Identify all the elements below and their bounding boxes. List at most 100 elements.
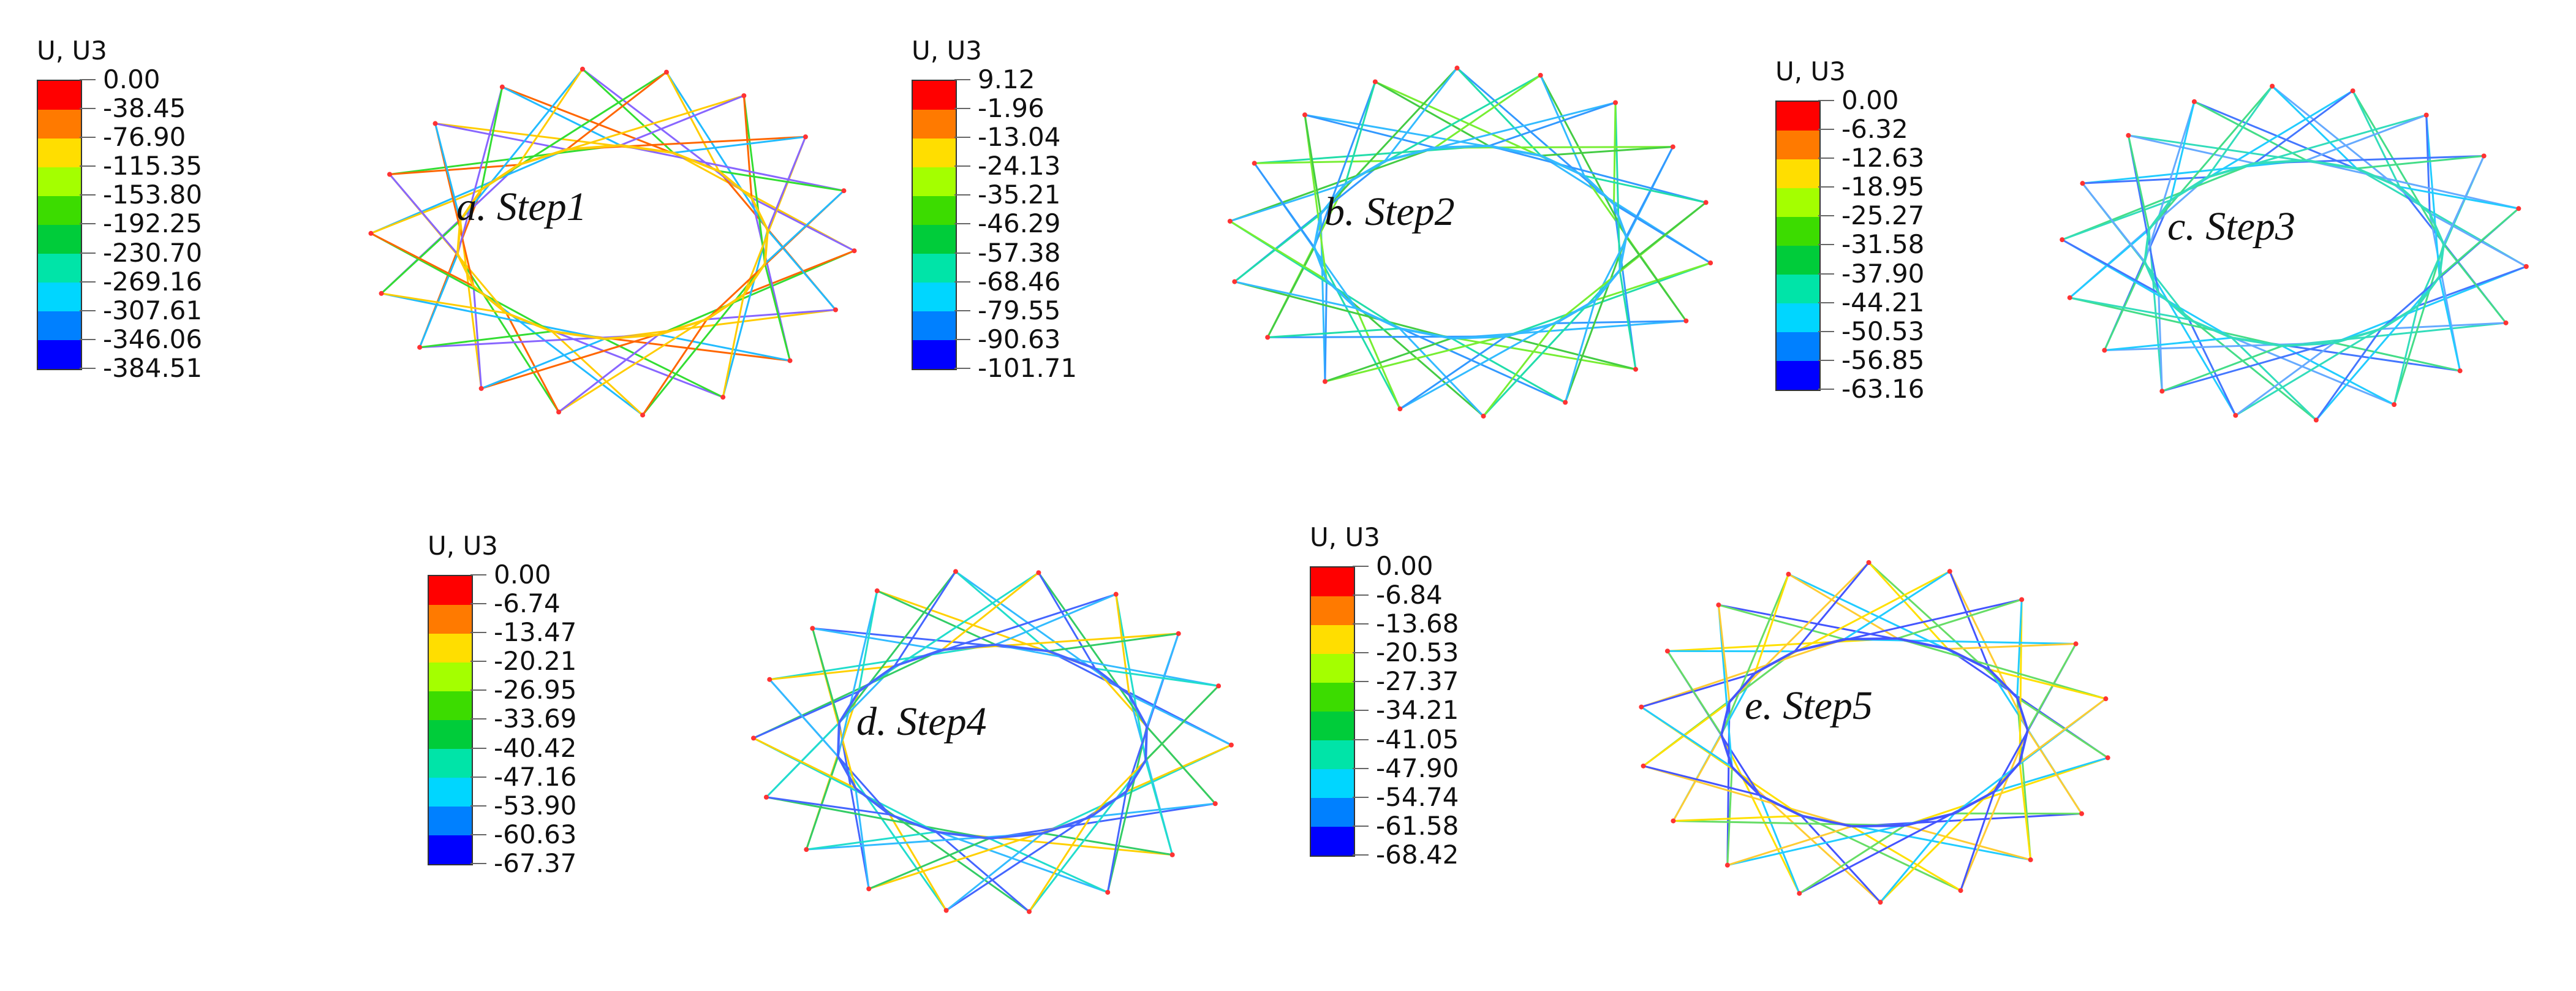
cable-member: [1564, 300, 1596, 403]
cable-member: [1897, 637, 2106, 700]
tick-label: -384.51: [103, 352, 203, 383]
color-swatch: [38, 340, 81, 369]
tick-label: -40.42: [494, 732, 577, 763]
legend-title: U, U3: [1310, 522, 1380, 552]
cable-member: [1851, 813, 2082, 827]
cable-member: [989, 837, 1108, 894]
tick-label: -61.58: [1376, 810, 1459, 841]
node: [2159, 389, 2165, 394]
cable-member: [1717, 604, 1731, 702]
node: [2313, 417, 2319, 423]
inner-ring-member: [706, 294, 745, 321]
cable-member: [418, 254, 459, 348]
inner-ring-member: [1326, 279, 1358, 309]
node: [1708, 260, 1713, 266]
color-swatch: [38, 110, 81, 139]
cable-member: [381, 292, 507, 314]
inner-ring-member: [2188, 318, 2232, 339]
cable-member: [1618, 270, 1637, 370]
inner-ring-member: [1754, 650, 1796, 675]
inner-ring-member: [750, 197, 769, 231]
inner-ring-member: [1128, 694, 1148, 727]
cable-member: [935, 831, 1030, 913]
tick-label: -307.61: [103, 295, 203, 325]
color-swatch: [1311, 798, 1354, 827]
node: [2126, 132, 2131, 138]
color-swatch: [1311, 683, 1354, 712]
cable-member: [1799, 824, 1906, 894]
cable-member: [2231, 337, 2317, 421]
cable-member: [1267, 327, 1400, 338]
cable-member: [1673, 814, 1802, 822]
cable-member: [838, 571, 957, 724]
cable-member: [1234, 213, 1321, 283]
color-bar: [1310, 566, 1355, 857]
tick-label: -230.70: [103, 237, 203, 268]
inner-ring-member: [1313, 246, 1328, 281]
cable-member: [419, 330, 553, 349]
node: [2457, 368, 2463, 374]
inner-ring-member: [837, 756, 857, 789]
node: [2191, 99, 2197, 104]
node: [1322, 379, 1328, 384]
cable-member: [1726, 767, 1733, 865]
inner-ring-member: [673, 151, 720, 172]
inner-ring-member: [2380, 305, 2419, 330]
cable-member: [742, 95, 766, 264]
cable-member: [620, 94, 744, 146]
cable-member: [434, 123, 461, 221]
cable-member: [1788, 573, 1898, 640]
cable-member: [1399, 327, 1484, 417]
cable-member: [1643, 765, 1853, 827]
cable-member: [481, 338, 605, 390]
tick-label: -31.58: [1841, 229, 1925, 260]
cable-member: [2061, 162, 2255, 241]
cable-member: [1989, 669, 2106, 700]
inner-ring-member: [551, 330, 605, 340]
cable-member: [604, 338, 723, 398]
tick-label: -47.16: [494, 761, 577, 792]
cable-member: [2442, 155, 2485, 245]
cable-member: [1451, 337, 1566, 403]
node: [1176, 631, 1181, 636]
cable-member: [2019, 697, 2107, 764]
inner-ring-member: [1555, 299, 1596, 325]
inner-ring-member: [1612, 203, 1628, 238]
color-bar: [912, 80, 957, 370]
cable-member: [2417, 265, 2527, 307]
color-swatch: [38, 225, 81, 254]
cable-member: [2144, 261, 2237, 416]
node: [640, 412, 646, 418]
node: [1716, 602, 1721, 608]
cable-member: [1313, 81, 1377, 248]
cable-member: [2381, 322, 2506, 330]
cable-member: [1641, 706, 1733, 768]
cable-member: [472, 286, 483, 389]
color-swatch: [1777, 246, 1819, 275]
cable-member: [1993, 756, 2109, 793]
cable-member: [995, 644, 1219, 687]
color-swatch: [429, 691, 472, 720]
node: [1641, 763, 1646, 769]
cable-member: [1028, 816, 1092, 913]
node: [1633, 366, 1639, 372]
cable-member: [837, 590, 878, 757]
cable-member: [1399, 335, 1506, 410]
cable-member: [2439, 208, 2520, 278]
color-swatch: [38, 196, 81, 225]
cable-member: [2356, 154, 2484, 170]
tick-label: -41.05: [1376, 724, 1459, 754]
cable-member: [480, 86, 504, 190]
node: [478, 385, 484, 391]
cable-member: [620, 144, 844, 192]
tick-label: 0.00: [494, 560, 551, 590]
cable-member: [753, 737, 856, 789]
inner-ring-member: [1435, 145, 1489, 150]
cable-member: [1843, 571, 1951, 640]
cable-member: [2103, 261, 2146, 351]
inner-ring-member: [1759, 794, 1802, 817]
color-swatch: [429, 634, 472, 663]
tick-label: -1.96: [978, 93, 1044, 124]
cable-member: [1253, 162, 1315, 248]
color-swatch: [1311, 712, 1354, 740]
